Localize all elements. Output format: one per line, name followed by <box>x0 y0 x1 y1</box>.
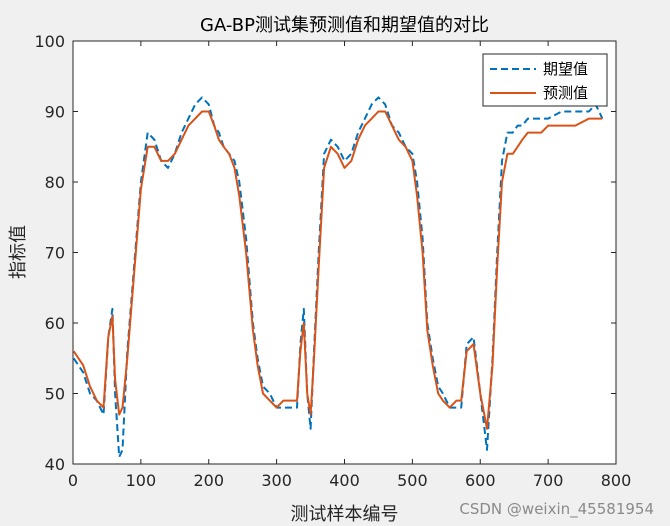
y-tick-label: 70 <box>45 244 65 263</box>
series-line-predicted <box>72 110 603 430</box>
y-axis-title: 指标值 <box>8 225 29 279</box>
y-tick-label: 100 <box>34 32 65 51</box>
y-tick-label: 60 <box>45 314 65 333</box>
watermark: CSDN @weixin_45581954 <box>459 500 654 519</box>
x-axis-title: 测试样本编号 <box>291 504 399 525</box>
y-tick-label: 80 <box>45 173 65 192</box>
series-lines <box>72 96 604 458</box>
x-tick-label: 200 <box>193 471 224 490</box>
x-tick-label: 300 <box>261 471 292 490</box>
x-tick-label: 800 <box>601 471 632 490</box>
x-tick-label: 0 <box>68 471 78 490</box>
x-tick-label: 700 <box>533 471 564 490</box>
legend-label-predicted: 预测值 <box>543 84 588 102</box>
y-tick-label: 40 <box>45 455 65 474</box>
x-axis-ticks: 0 100 200 300 400 500 600 700 800 <box>68 41 631 490</box>
legend-label-expected: 期望值 <box>543 60 588 78</box>
y-axis-ticks: 40 50 60 70 80 90 100 <box>34 32 616 474</box>
y-tick-label: 50 <box>45 385 65 404</box>
x-tick-label: 400 <box>329 471 360 490</box>
x-tick-label: 600 <box>465 471 496 490</box>
legend-box <box>482 53 608 107</box>
x-tick-label: 100 <box>126 471 157 490</box>
chart-title: GA-BP测试集预测值和期望值的对比 <box>200 15 489 36</box>
legend: 期望值 预测值 <box>482 53 608 107</box>
plot-area <box>72 40 617 465</box>
y-tick-label: 90 <box>45 103 65 122</box>
x-tick-label: 500 <box>397 471 428 490</box>
